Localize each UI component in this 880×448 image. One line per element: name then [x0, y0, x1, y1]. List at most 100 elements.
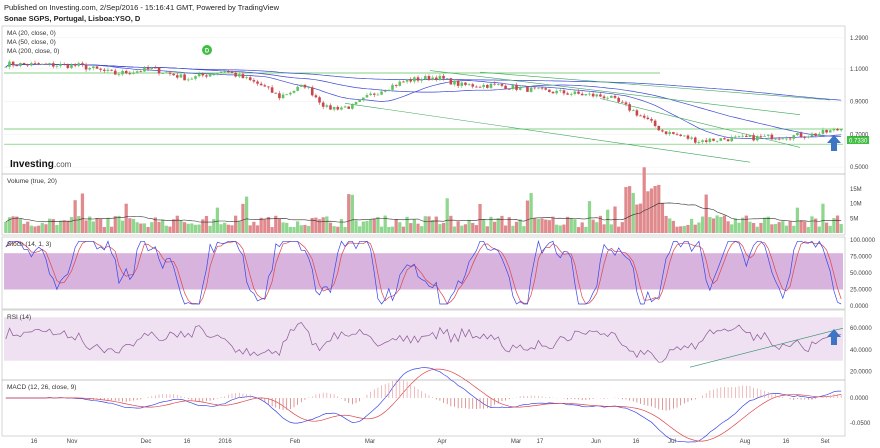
- candle-body: [358, 99, 361, 103]
- volume-bar: [580, 222, 584, 233]
- candle-body: [216, 72, 219, 75]
- stoch-y-tick: 50.0000: [850, 271, 872, 277]
- candle-body: [679, 134, 682, 136]
- candle-body: [683, 135, 686, 137]
- volume-bar: [106, 218, 110, 233]
- volume-bar: [482, 219, 486, 233]
- candle-body: [270, 87, 274, 93]
- volume-bar: [613, 206, 617, 233]
- candle-body: [336, 106, 340, 110]
- volume-bar: [824, 222, 829, 233]
- volume-bar: [325, 216, 329, 233]
- candle-body: [617, 97, 620, 102]
- candle-body: [77, 63, 81, 66]
- volume-bar: [22, 223, 26, 233]
- trend-line: [599, 98, 801, 148]
- volume-bar: [128, 218, 132, 233]
- stoch-legend: Stoch (14, 1, 3): [7, 241, 51, 248]
- price-legend-ma20: MA (20, close, 0): [7, 30, 56, 37]
- candle-body: [369, 93, 372, 96]
- volume-bar: [314, 217, 318, 233]
- volume-y-tick: 15M: [850, 187, 862, 193]
- rsi-y-tick: 40.0000: [850, 348, 872, 354]
- volume-bar: [686, 224, 690, 233]
- candle-body: [653, 120, 657, 126]
- candle-body: [613, 95, 617, 98]
- candle-body: [588, 93, 591, 95]
- volume-bar: [226, 224, 230, 233]
- candle-body: [518, 87, 522, 90]
- volume-bar: [29, 225, 33, 233]
- dividend-badge[interactable]: [202, 45, 212, 55]
- volume-bar: [372, 218, 376, 233]
- candle-body: [8, 61, 11, 67]
- volume-bar: [624, 187, 628, 233]
- macd-panel-frame: [1, 379, 846, 437]
- candle-body: [157, 67, 161, 74]
- candle-body: [354, 102, 358, 105]
- candle-body: [701, 140, 704, 143]
- candle-body: [529, 87, 533, 92]
- volume-bar: [438, 224, 442, 233]
- stoch-y-tick: 0.0000: [850, 304, 869, 310]
- volume-bar: [697, 222, 701, 233]
- up-arrow-icon: [827, 329, 841, 345]
- x-axis-label: Jun: [591, 439, 601, 445]
- volume-bar: [332, 226, 336, 233]
- candle-body: [113, 70, 117, 75]
- volume-bar: [77, 216, 81, 233]
- last-price-value: 0.7330: [849, 139, 868, 145]
- volume-bar: [274, 215, 278, 233]
- volume-bar: [409, 223, 413, 233]
- candle-body: [95, 66, 99, 69]
- volume-bar: [259, 217, 263, 233]
- volume-bar: [500, 215, 504, 233]
- candle-body: [124, 70, 128, 74]
- candle-body: [274, 92, 278, 94]
- volume-bar: [668, 218, 672, 233]
- macd-signal-line: [5, 368, 842, 442]
- volume-bar: [478, 203, 482, 233]
- volume-bar: [507, 217, 511, 233]
- candle-body: [737, 135, 741, 137]
- volume-bar: [460, 225, 464, 233]
- candle-body: [828, 130, 832, 133]
- volume-bar: [237, 221, 241, 233]
- rsi-trend-line: [689, 327, 844, 368]
- candle-body: [296, 86, 299, 91]
- candle-body: [132, 72, 135, 74]
- volume-bar: [80, 193, 85, 233]
- candle-body: [15, 65, 19, 67]
- candle-body: [424, 76, 427, 80]
- candle-body: [475, 86, 478, 88]
- candle-body: [650, 119, 653, 121]
- volume-bar: [631, 192, 635, 233]
- volume-bar: [741, 217, 745, 233]
- volume-bar: [471, 222, 475, 233]
- volume-bar: [540, 218, 544, 233]
- volume-bar: [62, 220, 66, 233]
- candle-body: [500, 84, 504, 86]
- candle-body: [19, 63, 22, 66]
- volume-bar: [452, 226, 457, 233]
- volume-bar: [503, 225, 508, 233]
- candle-body: [197, 73, 201, 77]
- volume-bar: [84, 220, 88, 233]
- candle-body: [719, 138, 723, 141]
- volume-bar: [263, 219, 267, 233]
- candle-body: [219, 71, 223, 73]
- x-axis-label: 16: [633, 439, 640, 445]
- candle-body: [139, 71, 143, 73]
- volume-bar: [350, 194, 354, 233]
- volume-bar: [576, 227, 581, 233]
- volume-bar: [120, 220, 125, 233]
- volume-bar: [737, 222, 741, 233]
- rsi-legend: RSI (14): [7, 314, 31, 321]
- candle-body: [438, 75, 442, 80]
- symbol-title: Sonae SGPS, Portugal, Lisboa:YSO, D: [4, 14, 141, 23]
- candle-body: [781, 138, 785, 140]
- volume-bar: [212, 219, 216, 233]
- volume-bar: [635, 204, 639, 233]
- candle-body: [420, 79, 423, 81]
- candle-body: [515, 84, 518, 90]
